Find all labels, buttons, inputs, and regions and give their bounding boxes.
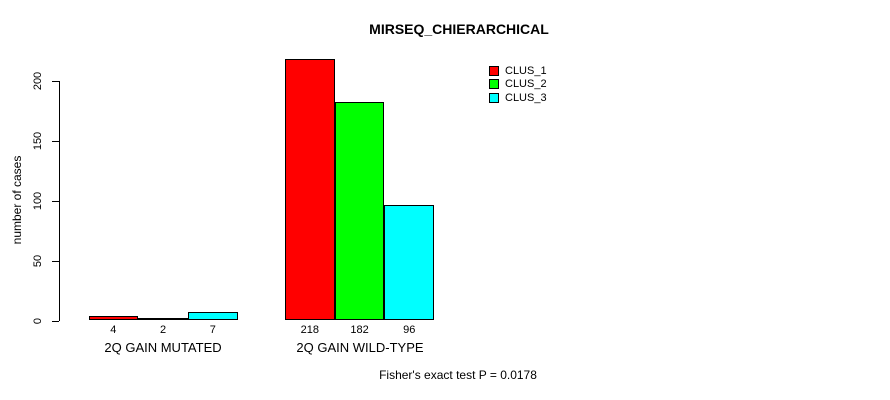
legend: CLUS_1 CLUS_2 CLUS_3	[489, 64, 547, 105]
chart-title: MIRSEQ_CHIERARCHICAL	[369, 21, 549, 37]
bar-value-label: 2	[159, 324, 167, 336]
y-axis-tick	[51, 320, 59, 322]
bar-value-label: 4	[110, 324, 117, 336]
y-axis-tick-label: 100	[32, 191, 44, 210]
y-axis-tick	[51, 260, 59, 262]
bar-clus_3-group2	[384, 205, 435, 321]
y-axis-tick-label: 200	[32, 71, 44, 90]
y-axis-tick-label: 0	[32, 317, 44, 324]
legend-swatch-clus-3-icon	[489, 92, 499, 103]
bar-value-label: 218	[300, 324, 320, 336]
bar-value-label: 182	[350, 324, 369, 336]
y-axis-label: number of cases	[10, 155, 24, 245]
bar-value-label: 96	[403, 324, 416, 336]
x-group-label-mutated: 2Q GAIN MUTATED	[104, 340, 222, 355]
bar-value-label: 7	[209, 324, 216, 336]
footer-stat-text: Fisher's exact test P = 0.0178	[379, 368, 537, 382]
y-axis-line	[58, 80, 60, 321]
legend-label-clus-2: CLUS_2	[505, 78, 547, 91]
legend-swatch-clus-2-icon	[489, 79, 499, 90]
legend-label-clus-1: CLUS_1	[505, 64, 547, 77]
bar-clus_3-group1	[187, 312, 238, 321]
y-axis-tick	[51, 200, 59, 202]
y-axis-tick	[51, 80, 59, 82]
x-group-label-wild-type: 2Q GAIN WILD-TYPE	[296, 340, 424, 355]
legend-item-clus-1: CLUS_1	[489, 64, 547, 78]
legend-swatch-clus-1-icon	[489, 65, 499, 76]
bar-clus_1-group1	[88, 315, 139, 321]
bar-clus_2-group2	[334, 102, 385, 321]
bar-clus_2-group1	[138, 318, 188, 321]
y-axis-tick-label: 50	[32, 254, 44, 267]
y-axis-tick	[51, 140, 59, 142]
legend-label-clus-3: CLUS_3	[505, 91, 547, 104]
legend-item-clus-3: CLUS_3	[489, 91, 547, 105]
legend-item-clus-2: CLUS_2	[489, 78, 547, 92]
y-axis-tick-label: 150	[32, 131, 44, 150]
bar-clus_1-group2	[285, 58, 335, 321]
